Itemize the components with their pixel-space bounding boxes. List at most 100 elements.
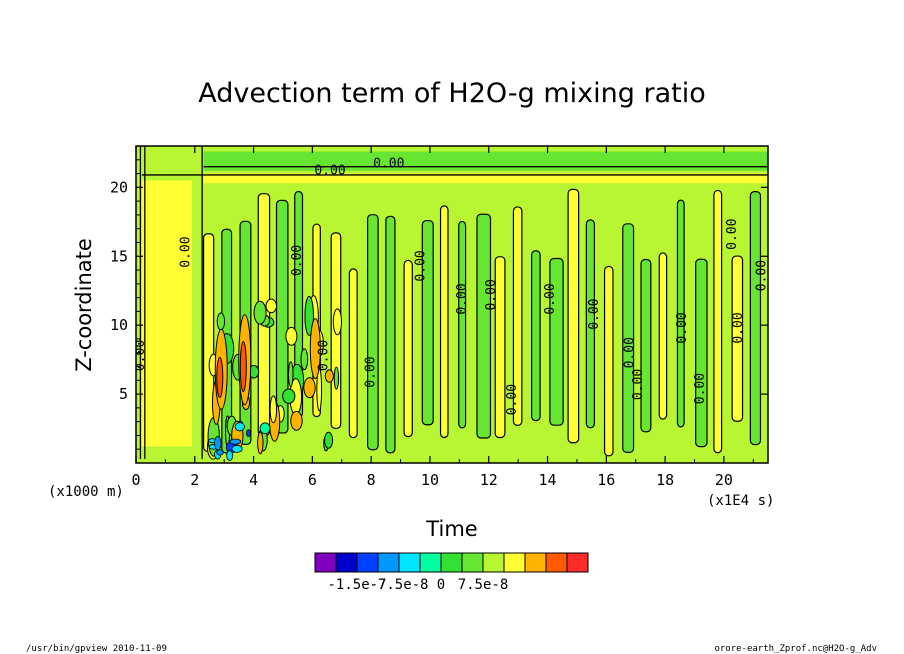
x-tick-label: 12 xyxy=(480,471,498,489)
field-cell xyxy=(229,438,242,445)
colorbar-swatch xyxy=(314,552,337,573)
colorbar-swatch xyxy=(461,552,484,573)
field-cell xyxy=(216,357,224,399)
x-tick-label: 6 xyxy=(308,471,317,489)
x-tick-label: 18 xyxy=(656,471,674,489)
field-band xyxy=(203,173,768,184)
field-cell xyxy=(265,298,278,314)
field-cell xyxy=(239,341,247,393)
field-band xyxy=(494,256,506,439)
colorbar-swatch xyxy=(503,552,526,573)
field-band xyxy=(567,188,580,444)
contour-label: 0.00 xyxy=(455,283,470,314)
colorbar-swatch xyxy=(440,552,463,573)
contour-label: 0.00 xyxy=(693,373,708,404)
contour-label: 0.00 xyxy=(364,356,379,387)
x-tick-label: 14 xyxy=(539,471,557,489)
contour-label: 0.00 xyxy=(622,337,637,368)
colorbar-swatch xyxy=(482,552,505,573)
field-cell xyxy=(234,422,245,432)
field-cell xyxy=(257,431,264,455)
x-tick-label: 10 xyxy=(421,471,439,489)
field-cell xyxy=(290,410,303,431)
field-cell xyxy=(287,361,294,388)
y-tick-label: 15 xyxy=(110,247,128,265)
field-band xyxy=(512,206,523,426)
field-cell xyxy=(333,366,340,390)
field-cell xyxy=(226,450,234,461)
colorbar: -1.5e-7-7.5e-8 0 7.5e-8 xyxy=(314,552,589,593)
chart-title: Advection term of H2O-g mixing ratio xyxy=(198,78,706,109)
x-unit-label: (x1E4 s) xyxy=(707,493,774,509)
field-band xyxy=(658,252,668,420)
contour-label: 0.00 xyxy=(290,245,305,276)
colorbar-swatch xyxy=(398,552,421,573)
field-cell xyxy=(332,308,342,336)
footer-right: orore-earth_Zprof.nc@H2O-g_Adv xyxy=(714,644,877,654)
field-band xyxy=(603,265,614,457)
contour-label: 0.00 xyxy=(675,312,690,343)
contour-label: 0.00 xyxy=(314,163,345,178)
x-axis: 0 2 4 6 8 10 12 14 16 18 20 xyxy=(131,146,754,489)
x-tick-label: 8 xyxy=(367,471,376,489)
field-cell xyxy=(285,326,298,346)
field-band xyxy=(713,189,723,454)
contour-labels: 0.000.000.00 0.000.000.000.000.000.00 0.00… xyxy=(136,156,770,415)
colorbar-swatch xyxy=(356,552,379,573)
colorbar-swatch xyxy=(524,552,547,573)
field-band xyxy=(403,259,413,438)
contour-label: 0.00 xyxy=(543,283,558,314)
y-axis: 5 10 15 20 xyxy=(110,159,768,450)
field-band xyxy=(367,214,379,451)
field-band xyxy=(275,199,289,434)
x-tick-label: 16 xyxy=(597,471,615,489)
field-band xyxy=(458,220,467,429)
field-band xyxy=(348,268,358,439)
contour-label: 0.00 xyxy=(178,236,193,267)
plot-area: 0.000.000.00 0.000.000.000.000.000.00 0.00… xyxy=(135,145,770,464)
contour-label: 0.00 xyxy=(731,312,746,343)
field-band xyxy=(141,180,192,447)
x-tick-label: 20 xyxy=(715,471,733,489)
field-band xyxy=(695,258,708,448)
field-band xyxy=(203,151,768,171)
field-band xyxy=(640,258,652,433)
contour-label: 0.00 xyxy=(631,369,646,400)
contour-label: 0.00 xyxy=(725,219,740,250)
field-cell xyxy=(214,435,222,451)
y-tick-label: 10 xyxy=(110,316,128,334)
field-cell xyxy=(324,369,334,383)
field-band xyxy=(749,191,762,446)
contour-label: 0.00 xyxy=(505,384,520,415)
x-tick-label: 2 xyxy=(190,471,199,489)
field-cell xyxy=(282,388,296,404)
x-axis-label: Time xyxy=(425,517,477,541)
field-band xyxy=(476,213,492,439)
x-tick-label: 4 xyxy=(249,471,258,489)
contour-label: 0.00 xyxy=(373,156,404,171)
field-cell xyxy=(259,422,271,435)
contour-label: 0.00 xyxy=(484,279,499,310)
field-cell xyxy=(269,395,278,424)
field-cell xyxy=(216,312,226,331)
field-band xyxy=(549,257,564,426)
contour-label: 0.00 xyxy=(414,250,429,281)
y-tick-label: 20 xyxy=(110,178,128,196)
field-cell xyxy=(304,295,314,336)
field-cell xyxy=(231,444,243,453)
colorbar-tick-label: -1.5e-7 xyxy=(327,577,386,593)
field-band xyxy=(731,255,744,422)
colorbar-tick-label: 0 xyxy=(437,577,445,593)
field-band xyxy=(531,250,541,422)
colorbar-swatch xyxy=(545,552,568,573)
field-cell xyxy=(216,449,224,456)
field-band xyxy=(585,219,595,429)
field-cell xyxy=(309,318,321,380)
contour-label: 0.00 xyxy=(755,260,770,291)
x-tick-label: 0 xyxy=(131,471,140,489)
field-band xyxy=(421,219,434,426)
colorbar-tick-label: 7.5e-8 xyxy=(458,577,509,593)
colorbar-swatch xyxy=(566,552,589,573)
field-band xyxy=(439,205,449,439)
